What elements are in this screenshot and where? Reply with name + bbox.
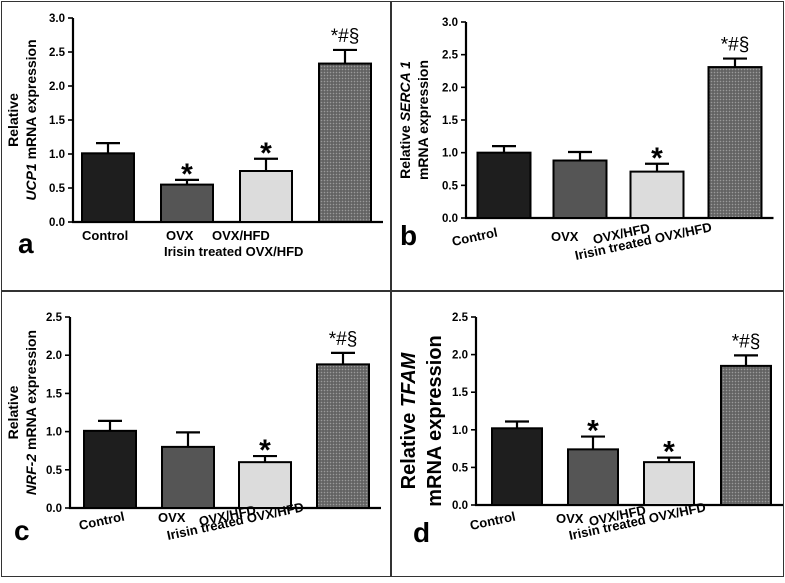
y-tick-label: 2.0 xyxy=(442,82,458,94)
bar xyxy=(629,170,685,219)
y-axis-title-line2: mRNA expression xyxy=(424,335,446,507)
panel-border xyxy=(391,1,784,291)
chart-panel-c: 0.00.51.01.52.02.5**#§Control OVX OVX/HFDI… xyxy=(5,312,381,546)
significance-label: *#§ xyxy=(329,329,358,350)
y-axis-title-text: Relative xyxy=(397,121,413,179)
category-label: OVX xyxy=(166,228,194,243)
category-label: OVX xyxy=(158,510,186,525)
y-tick-label: 0.0 xyxy=(452,500,468,512)
category-label: OVX xyxy=(556,511,584,526)
y-axis-title-line1: Relative xyxy=(5,385,21,439)
category-label: Irisin treated OVX/HFD xyxy=(164,244,303,259)
panel-letter: c xyxy=(14,515,30,546)
y-tick-label: 0.5 xyxy=(46,465,63,477)
significance-label: * xyxy=(260,137,272,170)
y-axis-title-text: Relative xyxy=(5,93,21,147)
y-axis-title-gene: SERCA 1 xyxy=(397,61,413,121)
y-axis-title-gene: UCP1 xyxy=(23,163,39,201)
y-axis-title-line1: Relative TFAM xyxy=(398,351,420,489)
bar xyxy=(567,448,619,506)
bar xyxy=(707,66,763,219)
y-tick-label: 1.0 xyxy=(442,148,458,160)
y-tick-label: 3.0 xyxy=(49,13,65,25)
y-tick-label: 1.5 xyxy=(49,115,66,127)
significance-label: *#§ xyxy=(331,26,360,47)
category-label: Control xyxy=(451,225,499,249)
y-tick-label: 3.0 xyxy=(442,17,458,29)
y-axis-title-line2: UCP1 mRNA expression xyxy=(23,39,39,200)
bar xyxy=(318,62,372,224)
y-tick-label: 0.0 xyxy=(442,213,458,225)
category-label: Control xyxy=(469,509,517,533)
bar xyxy=(476,151,532,220)
y-axis-title-line2: NRF-2 mRNA expression xyxy=(23,330,39,495)
y-axis-title-line1: Relative xyxy=(5,93,21,147)
panel-border xyxy=(391,291,784,577)
panel-border xyxy=(1,1,391,291)
y-tick-label: 1.0 xyxy=(46,427,62,439)
significance-label: * xyxy=(181,158,193,191)
y-tick-label: 2.5 xyxy=(442,50,459,62)
y-tick-label: 2.5 xyxy=(452,312,469,324)
significance-label: *#§ xyxy=(721,35,750,56)
category-label: OVX xyxy=(551,229,579,244)
bar xyxy=(83,429,137,509)
bar xyxy=(491,427,543,506)
significance-label: *#§ xyxy=(732,331,761,352)
chart-panel-a: 0.0 0.5 1.0 1.5 2.0 2.5 3.0 * * *#§ Control OVX OVX/… xyxy=(5,13,383,259)
panel-border xyxy=(1,291,391,577)
bar xyxy=(81,152,135,224)
bar xyxy=(239,170,293,223)
y-tick-label: 0.5 xyxy=(452,462,469,474)
y-tick-label: 0.5 xyxy=(442,180,459,192)
y-tick-label: 2.0 xyxy=(46,350,62,362)
y-tick-label: 1.5 xyxy=(46,388,63,400)
bar xyxy=(160,183,214,224)
y-axis-title-line2: mRNA expression xyxy=(415,60,431,180)
y-tick-label: 2.5 xyxy=(49,47,66,59)
panel-letter: a xyxy=(18,228,34,259)
bar xyxy=(316,363,370,510)
category-label: Control xyxy=(82,228,128,243)
panel-letter: d xyxy=(413,517,430,548)
y-axis-title-gene: TFAM xyxy=(398,351,420,407)
y-tick-label: 2.0 xyxy=(452,350,468,362)
bar xyxy=(720,364,772,506)
y-axis-title-text: mRNA expression xyxy=(23,39,39,163)
chart-panel-d: 0.00.51.01.52.02.5***#§Control OVX OVX/HFD… xyxy=(398,312,783,548)
y-axis-title-text: Relative xyxy=(5,385,21,439)
y-tick-label: 1.0 xyxy=(452,425,468,437)
bar xyxy=(161,445,215,510)
category-label: OVX/HFD xyxy=(212,228,270,243)
bar xyxy=(238,461,292,510)
y-axis-title-text: mRNA expression xyxy=(424,335,446,507)
significance-label: * xyxy=(651,142,663,175)
y-axis-title-text: mRNA expression xyxy=(415,60,431,180)
bar xyxy=(643,461,695,506)
chart-panel-b: 0.00.51.01.52.02.53.0**#§Control OVX OVX/H… xyxy=(397,17,774,263)
y-tick-label: 1.0 xyxy=(49,149,65,161)
y-tick-label: 0.5 xyxy=(49,183,66,195)
y-axis-title-gene: NRF-2 xyxy=(23,454,39,495)
significance-label: * xyxy=(259,434,271,467)
y-axis-title-text: mRNA expression xyxy=(23,330,39,454)
y-tick-label: 2.5 xyxy=(46,312,63,324)
y-tick-label: 1.5 xyxy=(452,387,469,399)
bar xyxy=(552,159,608,219)
y-tick-label: 0.0 xyxy=(46,503,62,515)
significance-label: * xyxy=(663,436,675,469)
panel-letter: b xyxy=(400,220,417,251)
significance-label: * xyxy=(587,415,599,448)
y-axis-title-text: Relative xyxy=(398,407,420,489)
y-tick-label: 0.0 xyxy=(49,217,65,229)
category-label: Control xyxy=(78,509,126,533)
y-tick-label: 1.5 xyxy=(442,115,459,127)
y-axis-title-line1: Relative SERCA 1 xyxy=(397,61,413,179)
y-tick-label: 2.0 xyxy=(49,81,65,93)
